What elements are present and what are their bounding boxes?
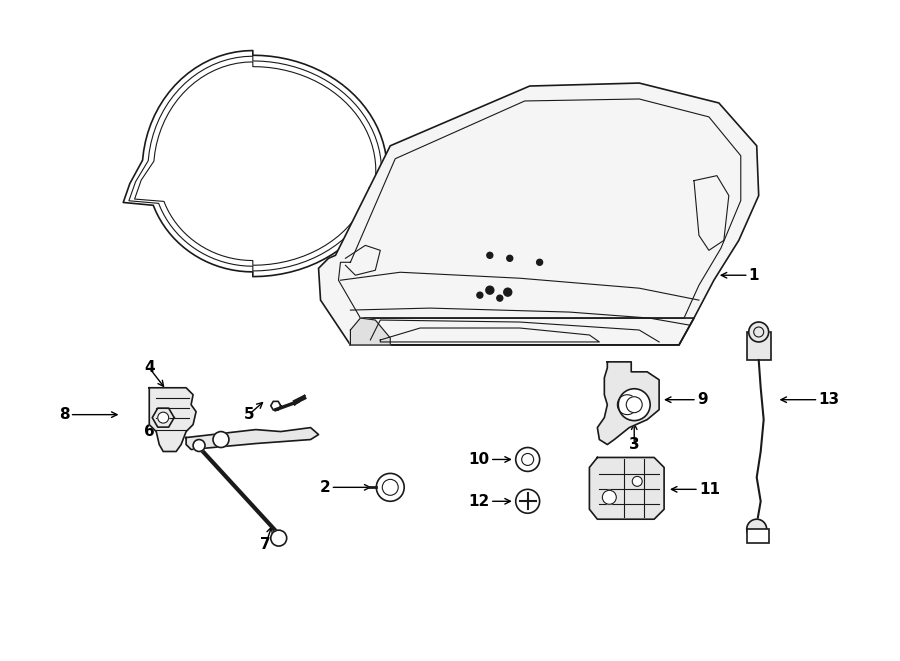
Circle shape [522,453,534,465]
Bar [747,332,770,360]
Text: 13: 13 [818,392,840,407]
Circle shape [536,259,543,265]
Circle shape [618,389,650,420]
Text: 1: 1 [749,268,760,283]
Circle shape [376,473,404,501]
Text: 7: 7 [260,537,271,551]
Circle shape [158,412,168,423]
Circle shape [617,395,637,414]
Circle shape [213,432,229,447]
Circle shape [602,490,616,504]
Circle shape [632,477,643,486]
Circle shape [382,479,398,495]
Text: 12: 12 [469,494,490,509]
Circle shape [749,322,769,342]
Polygon shape [350,318,391,345]
Text: 5: 5 [244,407,254,422]
Text: 4: 4 [144,360,155,375]
Polygon shape [598,362,659,444]
Polygon shape [590,457,664,519]
Polygon shape [149,388,196,451]
Circle shape [504,288,512,296]
Bar [747,529,769,543]
Circle shape [507,255,513,261]
Text: 10: 10 [469,452,490,467]
Circle shape [516,447,540,471]
Circle shape [626,397,643,412]
Text: 8: 8 [59,407,69,422]
Circle shape [486,286,494,294]
Text: 9: 9 [697,392,707,407]
Text: 2: 2 [320,480,330,495]
Circle shape [487,253,493,258]
Circle shape [477,292,483,298]
Polygon shape [319,83,759,345]
Circle shape [747,519,767,539]
Text: 6: 6 [144,424,155,439]
Text: 11: 11 [699,482,720,497]
Text: 3: 3 [629,437,640,452]
Circle shape [194,440,205,451]
Circle shape [516,489,540,513]
Circle shape [497,295,503,301]
Circle shape [271,530,287,546]
Polygon shape [186,428,319,449]
